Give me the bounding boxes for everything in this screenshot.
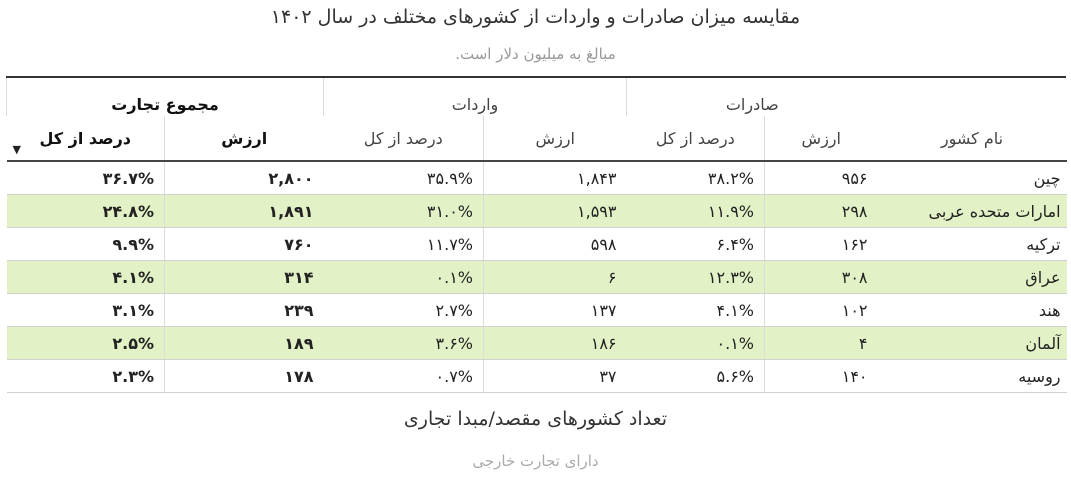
footer-title: تعداد کشورهای مقصد/مبدا تجاری	[403, 408, 668, 430]
group-header-row: مجموع تجارت واردات صادرات	[6, 78, 1067, 116]
cell-country: ترکیه	[877, 227, 1067, 261]
cell-total-percent: ۹.۹%	[6, 227, 165, 261]
cell-imports-percent: ۲.۷%	[323, 293, 484, 327]
cell-exports-value: ۱۶۲	[763, 227, 878, 261]
cell-exports-value: ۹۵۶	[763, 161, 878, 195]
col-imports-percent[interactable]: درصد از کل	[323, 116, 484, 162]
table-top-rule	[6, 76, 1066, 78]
col-total-value[interactable]: ارزش	[164, 116, 324, 162]
footer-subtitle: دارای تجارت خارجی	[472, 452, 599, 470]
cell-imports-value: ۶	[483, 260, 627, 294]
table-row: ۲.۵% ۱۸۹ ۳.۶% ۱۸۶ ۰.۱% ۴ آلمان	[6, 326, 1067, 360]
cell-total-percent: ۳.۱%	[6, 293, 165, 327]
cell-total-percent: ۴.۱%	[6, 260, 165, 294]
cell-imports-value: ۱,۵۹۳	[483, 194, 627, 228]
cell-country: هند	[877, 293, 1067, 327]
sort-desc-icon[interactable]: ▼	[12, 143, 21, 156]
table-row: ۲۴.۸% ۱,۸۹۱ ۳۱.۰% ۱,۵۹۳ ۱۱.۹% ۲۹۸ امارات متحده…	[6, 194, 1067, 228]
table-row: ۳.۱% ۲۳۹ ۲.۷% ۱۳۷ ۴.۱% ۱۰۲ هند	[6, 293, 1067, 327]
cell-total-value: ۲۳۹	[164, 293, 324, 327]
cell-total-percent: ۳۶.۷%	[6, 161, 165, 195]
col-exports-value[interactable]: ارزش	[763, 116, 878, 162]
cell-imports-value: ۳۷	[483, 359, 627, 393]
page-subtitle: مبالغ به میلیون دلار است.	[455, 45, 616, 63]
cell-country: امارات متحده عربی	[877, 194, 1067, 228]
cell-total-percent: ۲۴.۸%	[6, 194, 165, 228]
table-body: ۳۶.۷% ۲,۸۰۰ ۳۵.۹% ۱,۸۴۳ ۳۸.۲% ۹۵۶ چین ۲۴.۸% ۱,۸۹…	[6, 161, 1067, 393]
cell-total-value: ۱۸۹	[164, 326, 324, 360]
trade-table: مجموع تجارت واردات صادرات درصد از کل ▼ ا…	[6, 78, 1067, 393]
table-row: ۹.۹% ۷۶۰ ۱۱.۷% ۵۹۸ ۶.۴% ۱۶۲ ترکیه	[6, 227, 1067, 261]
cell-imports-percent: ۱۱.۷%	[323, 227, 484, 261]
column-header-row: درصد از کل ▼ ارزش درصد از کل ارزش درصد ا…	[6, 116, 1067, 162]
cell-imports-percent: ۳۱.۰%	[323, 194, 484, 228]
cell-exports-value: ۲۹۸	[763, 194, 878, 228]
cell-imports-value: ۱۳۷	[483, 293, 627, 327]
group-imports: واردات	[323, 78, 627, 116]
cell-total-value: ۷۶۰	[164, 227, 324, 261]
group-exports: صادرات	[625, 78, 878, 116]
cell-imports-percent: ۰.۱%	[323, 260, 484, 294]
cell-total-value: ۱۷۸	[164, 359, 324, 393]
cell-exports-percent: ۳۸.۲%	[626, 161, 765, 195]
cell-exports-value: ۳۰۸	[763, 260, 878, 294]
cell-exports-value: ۱۰۲	[763, 293, 878, 327]
col-total-percent[interactable]: درصد از کل ▼	[6, 116, 165, 162]
table-row: ۴.۱% ۳۱۴ ۰.۱% ۶ ۱۲.۳% ۳۰۸ عراق	[6, 260, 1067, 294]
cell-exports-percent: ۱۲.۳%	[626, 260, 765, 294]
cell-exports-percent: ۰.۱%	[626, 326, 765, 360]
cell-country: آلمان	[877, 326, 1067, 360]
col-country[interactable]: نام کشور	[877, 116, 1067, 162]
cell-imports-percent: ۳۵.۹%	[323, 161, 484, 195]
col-total-percent-label: درصد از کل	[39, 128, 132, 148]
cell-country: روسیه	[877, 359, 1067, 393]
cell-exports-value: ۴	[763, 326, 878, 360]
cell-imports-percent: ۰.۷%	[323, 359, 484, 393]
cell-total-percent: ۲.۵%	[6, 326, 165, 360]
col-imports-value[interactable]: ارزش	[483, 116, 627, 162]
cell-exports-percent: ۶.۴%	[626, 227, 765, 261]
cell-exports-percent: ۴.۱%	[626, 293, 765, 327]
cell-imports-value: ۱۸۶	[483, 326, 627, 360]
page-title: مقایسه میزان صادرات و واردات از کشورهای …	[270, 6, 801, 28]
cell-exports-percent: ۵.۶%	[626, 359, 765, 393]
cell-imports-percent: ۳.۶%	[323, 326, 484, 360]
group-total-trade: مجموع تجارت	[6, 78, 324, 116]
cell-imports-value: ۵۹۸	[483, 227, 627, 261]
cell-exports-percent: ۱۱.۹%	[626, 194, 765, 228]
cell-total-percent: ۲.۳%	[6, 359, 165, 393]
col-exports-percent[interactable]: درصد از کل	[626, 116, 765, 162]
table-row: ۳۶.۷% ۲,۸۰۰ ۳۵.۹% ۱,۸۴۳ ۳۸.۲% ۹۵۶ چین	[6, 161, 1067, 195]
group-empty	[878, 78, 1067, 116]
table-row: ۲.۳% ۱۷۸ ۰.۷% ۳۷ ۵.۶% ۱۴۰ روسیه	[6, 359, 1067, 393]
cell-country: چین	[877, 161, 1067, 195]
cell-exports-value: ۱۴۰	[763, 359, 878, 393]
cell-total-value: ۲,۸۰۰	[164, 161, 324, 195]
cell-imports-value: ۱,۸۴۳	[483, 161, 627, 195]
cell-total-value: ۳۱۴	[164, 260, 324, 294]
cell-total-value: ۱,۸۹۱	[164, 194, 324, 228]
cell-country: عراق	[877, 260, 1067, 294]
